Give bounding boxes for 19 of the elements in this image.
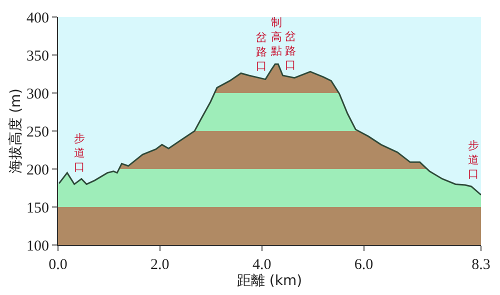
x-axis-title: 距離 (km)	[236, 273, 302, 289]
y-tick-label: 300	[26, 86, 49, 102]
x-tick-label: 0.0	[48, 257, 68, 273]
x-tick-label: 4.0	[252, 257, 272, 273]
y-tick-label: 200	[26, 162, 49, 178]
y-tick-label: 100	[26, 238, 49, 254]
y-tick-label: 250	[26, 124, 49, 140]
y-tick-label: 350	[26, 48, 49, 64]
annotation: 步道口	[468, 139, 479, 181]
y-tick-label: 150	[26, 200, 49, 216]
annotation: 岔路口	[256, 31, 267, 73]
annotation: 制高點	[270, 16, 282, 58]
x-tick-label: 2.0	[150, 257, 170, 273]
y-axis-title: 海拔高度 (m)	[8, 88, 24, 174]
annotation: 岔路口	[285, 30, 296, 72]
y-tick-label: 400	[26, 10, 49, 26]
x-tick-label: 6.0	[354, 257, 374, 273]
x-tick-label: 8.3	[472, 257, 490, 273]
annotation: 步道口	[74, 132, 85, 174]
